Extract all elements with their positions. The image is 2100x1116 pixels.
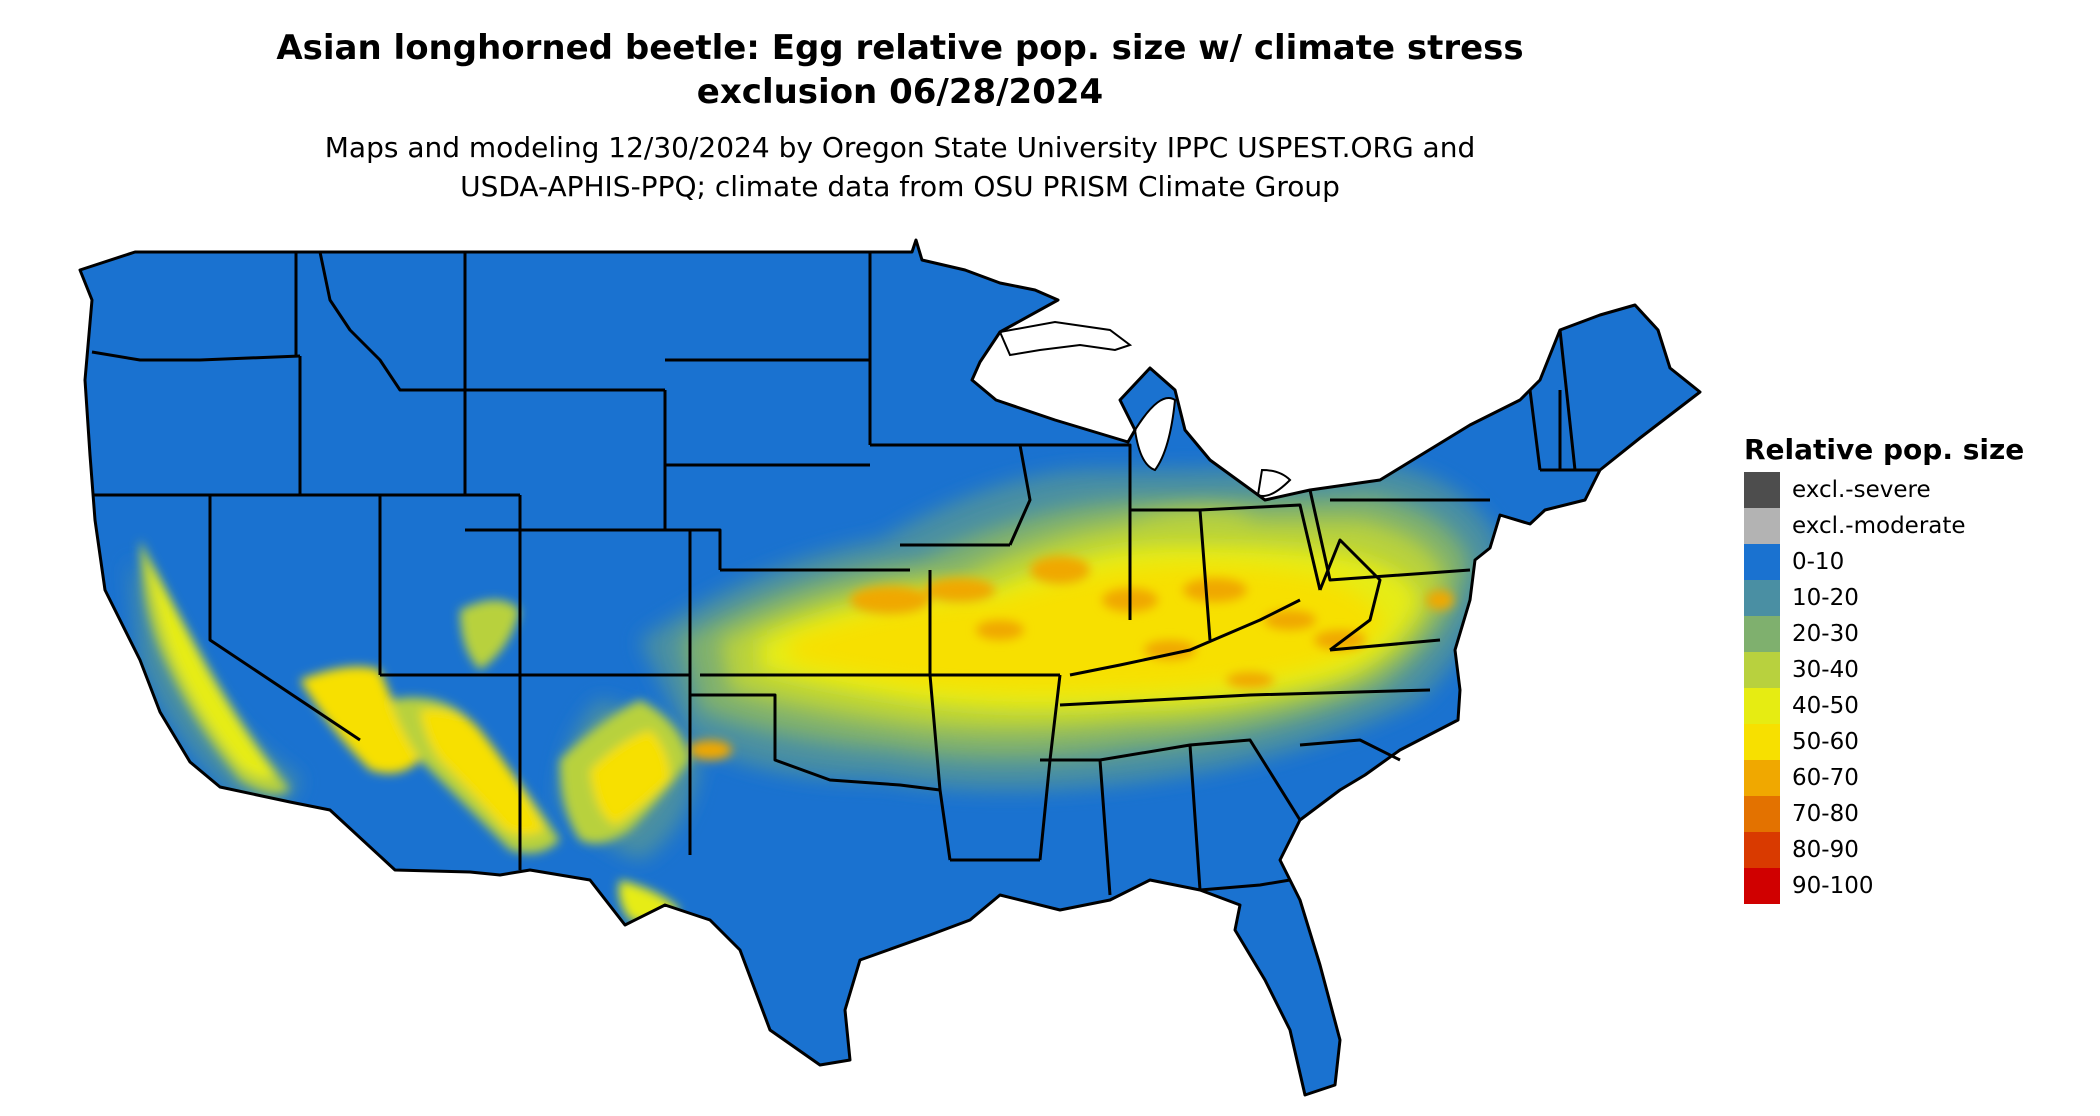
map-subtitle-line-2: USDA-APHIS-PPQ; climate data from OSU PR… <box>460 170 1340 203</box>
legend-swatch <box>1744 580 1780 616</box>
legend-item: 40-50 <box>1744 688 2074 724</box>
legend-item: 30-40 <box>1744 652 2074 688</box>
legend-label: 40-50 <box>1792 693 1859 719</box>
legend-item: 20-30 <box>1744 616 2074 652</box>
legend-swatch <box>1744 724 1780 760</box>
map-subtitle-line-1: Maps and modeling 12/30/2024 by Oregon S… <box>324 131 1476 164</box>
legend-label: 10-20 <box>1792 585 1859 611</box>
legend-swatch <box>1744 472 1780 508</box>
legend-swatch <box>1744 688 1780 724</box>
legend-label: 60-70 <box>1792 765 1859 791</box>
legend-items: excl.-severe excl.-moderate 0-10 10-20 2… <box>1744 472 2074 904</box>
legend-swatch <box>1744 652 1780 688</box>
legend-item: 70-80 <box>1744 796 2074 832</box>
legend-item: 60-70 <box>1744 760 2074 796</box>
legend-swatch <box>1744 508 1780 544</box>
legend-label: 50-60 <box>1792 729 1859 755</box>
legend-label: 30-40 <box>1792 657 1859 683</box>
legend-swatch <box>1744 832 1780 868</box>
legend-label: excl.-severe <box>1792 477 1931 503</box>
legend-label: 90-100 <box>1792 873 1874 899</box>
legend-item: 50-60 <box>1744 724 2074 760</box>
legend-item: 10-20 <box>1744 580 2074 616</box>
legend-item: excl.-severe <box>1744 472 2074 508</box>
state-borders <box>78 238 1702 1097</box>
legend: Relative pop. size excl.-severe excl.-mo… <box>1744 432 2074 904</box>
legend-swatch <box>1744 760 1780 796</box>
legend-label: 80-90 <box>1792 837 1859 863</box>
map-title-line-1: Asian longhorned beetle: Egg relative po… <box>276 28 1524 68</box>
great-lakes <box>998 320 1292 497</box>
legend-item: 80-90 <box>1744 832 2074 868</box>
legend-item: 90-100 <box>1744 868 2074 904</box>
legend-label: excl.-moderate <box>1792 513 1966 539</box>
legend-swatch <box>1744 796 1780 832</box>
subtitle-block: Maps and modeling 12/30/2024 by Oregon S… <box>80 128 1720 206</box>
legend-title: Relative pop. size <box>1744 433 2025 466</box>
legend-item: 0-10 <box>1744 544 2074 580</box>
legend-swatch <box>1744 544 1780 580</box>
legend-swatch <box>1744 868 1780 904</box>
legend-item: excl.-moderate <box>1744 508 2074 544</box>
legend-label: 70-80 <box>1792 801 1859 827</box>
title-block: Asian longhorned beetle: Egg relative po… <box>80 26 1720 206</box>
map-title-line-2: exclusion 06/28/2024 <box>696 72 1104 112</box>
legend-label: 0-10 <box>1792 549 1845 575</box>
legend-label: 20-30 <box>1792 621 1859 647</box>
legend-swatch <box>1744 616 1780 652</box>
